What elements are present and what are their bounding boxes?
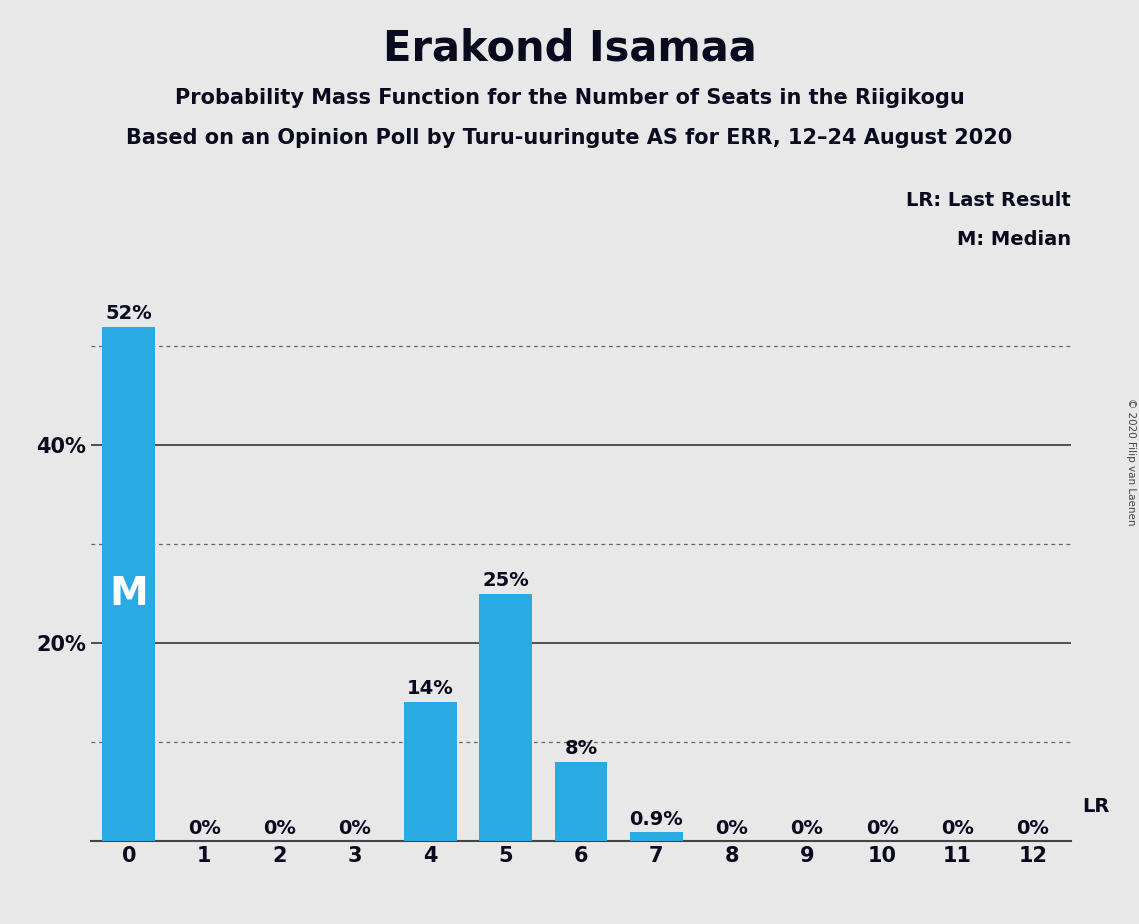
Text: 0%: 0%	[1016, 819, 1049, 838]
Text: 0%: 0%	[941, 819, 974, 838]
Text: LR: LR	[1082, 796, 1109, 816]
Text: LR: Last Result: LR: Last Result	[906, 190, 1071, 210]
Text: 0%: 0%	[866, 819, 899, 838]
Bar	[630, 832, 682, 841]
Text: 0%: 0%	[263, 819, 296, 838]
Bar	[404, 702, 457, 841]
Text: 8%: 8%	[564, 739, 598, 758]
Text: 0%: 0%	[790, 819, 823, 838]
Text: 0%: 0%	[188, 819, 221, 838]
Text: M: Median: M: Median	[957, 230, 1071, 249]
Text: 0%: 0%	[338, 819, 371, 838]
Text: 0.9%: 0.9%	[630, 810, 683, 829]
Text: 0%: 0%	[715, 819, 748, 838]
Text: © 2020 Filip van Laenen: © 2020 Filip van Laenen	[1126, 398, 1136, 526]
Text: Based on an Opinion Poll by Turu-uuringute AS for ERR, 12–24 August 2020: Based on an Opinion Poll by Turu-uuringu…	[126, 128, 1013, 148]
Text: 52%: 52%	[106, 304, 153, 322]
Bar	[480, 593, 532, 841]
Text: Probability Mass Function for the Number of Seats in the Riigikogu: Probability Mass Function for the Number…	[174, 88, 965, 108]
Text: 25%: 25%	[482, 571, 528, 590]
Text: M: M	[109, 575, 148, 613]
Bar	[555, 761, 607, 841]
Bar	[103, 327, 155, 841]
Text: Erakond Isamaa: Erakond Isamaa	[383, 28, 756, 69]
Text: 14%: 14%	[407, 679, 453, 699]
